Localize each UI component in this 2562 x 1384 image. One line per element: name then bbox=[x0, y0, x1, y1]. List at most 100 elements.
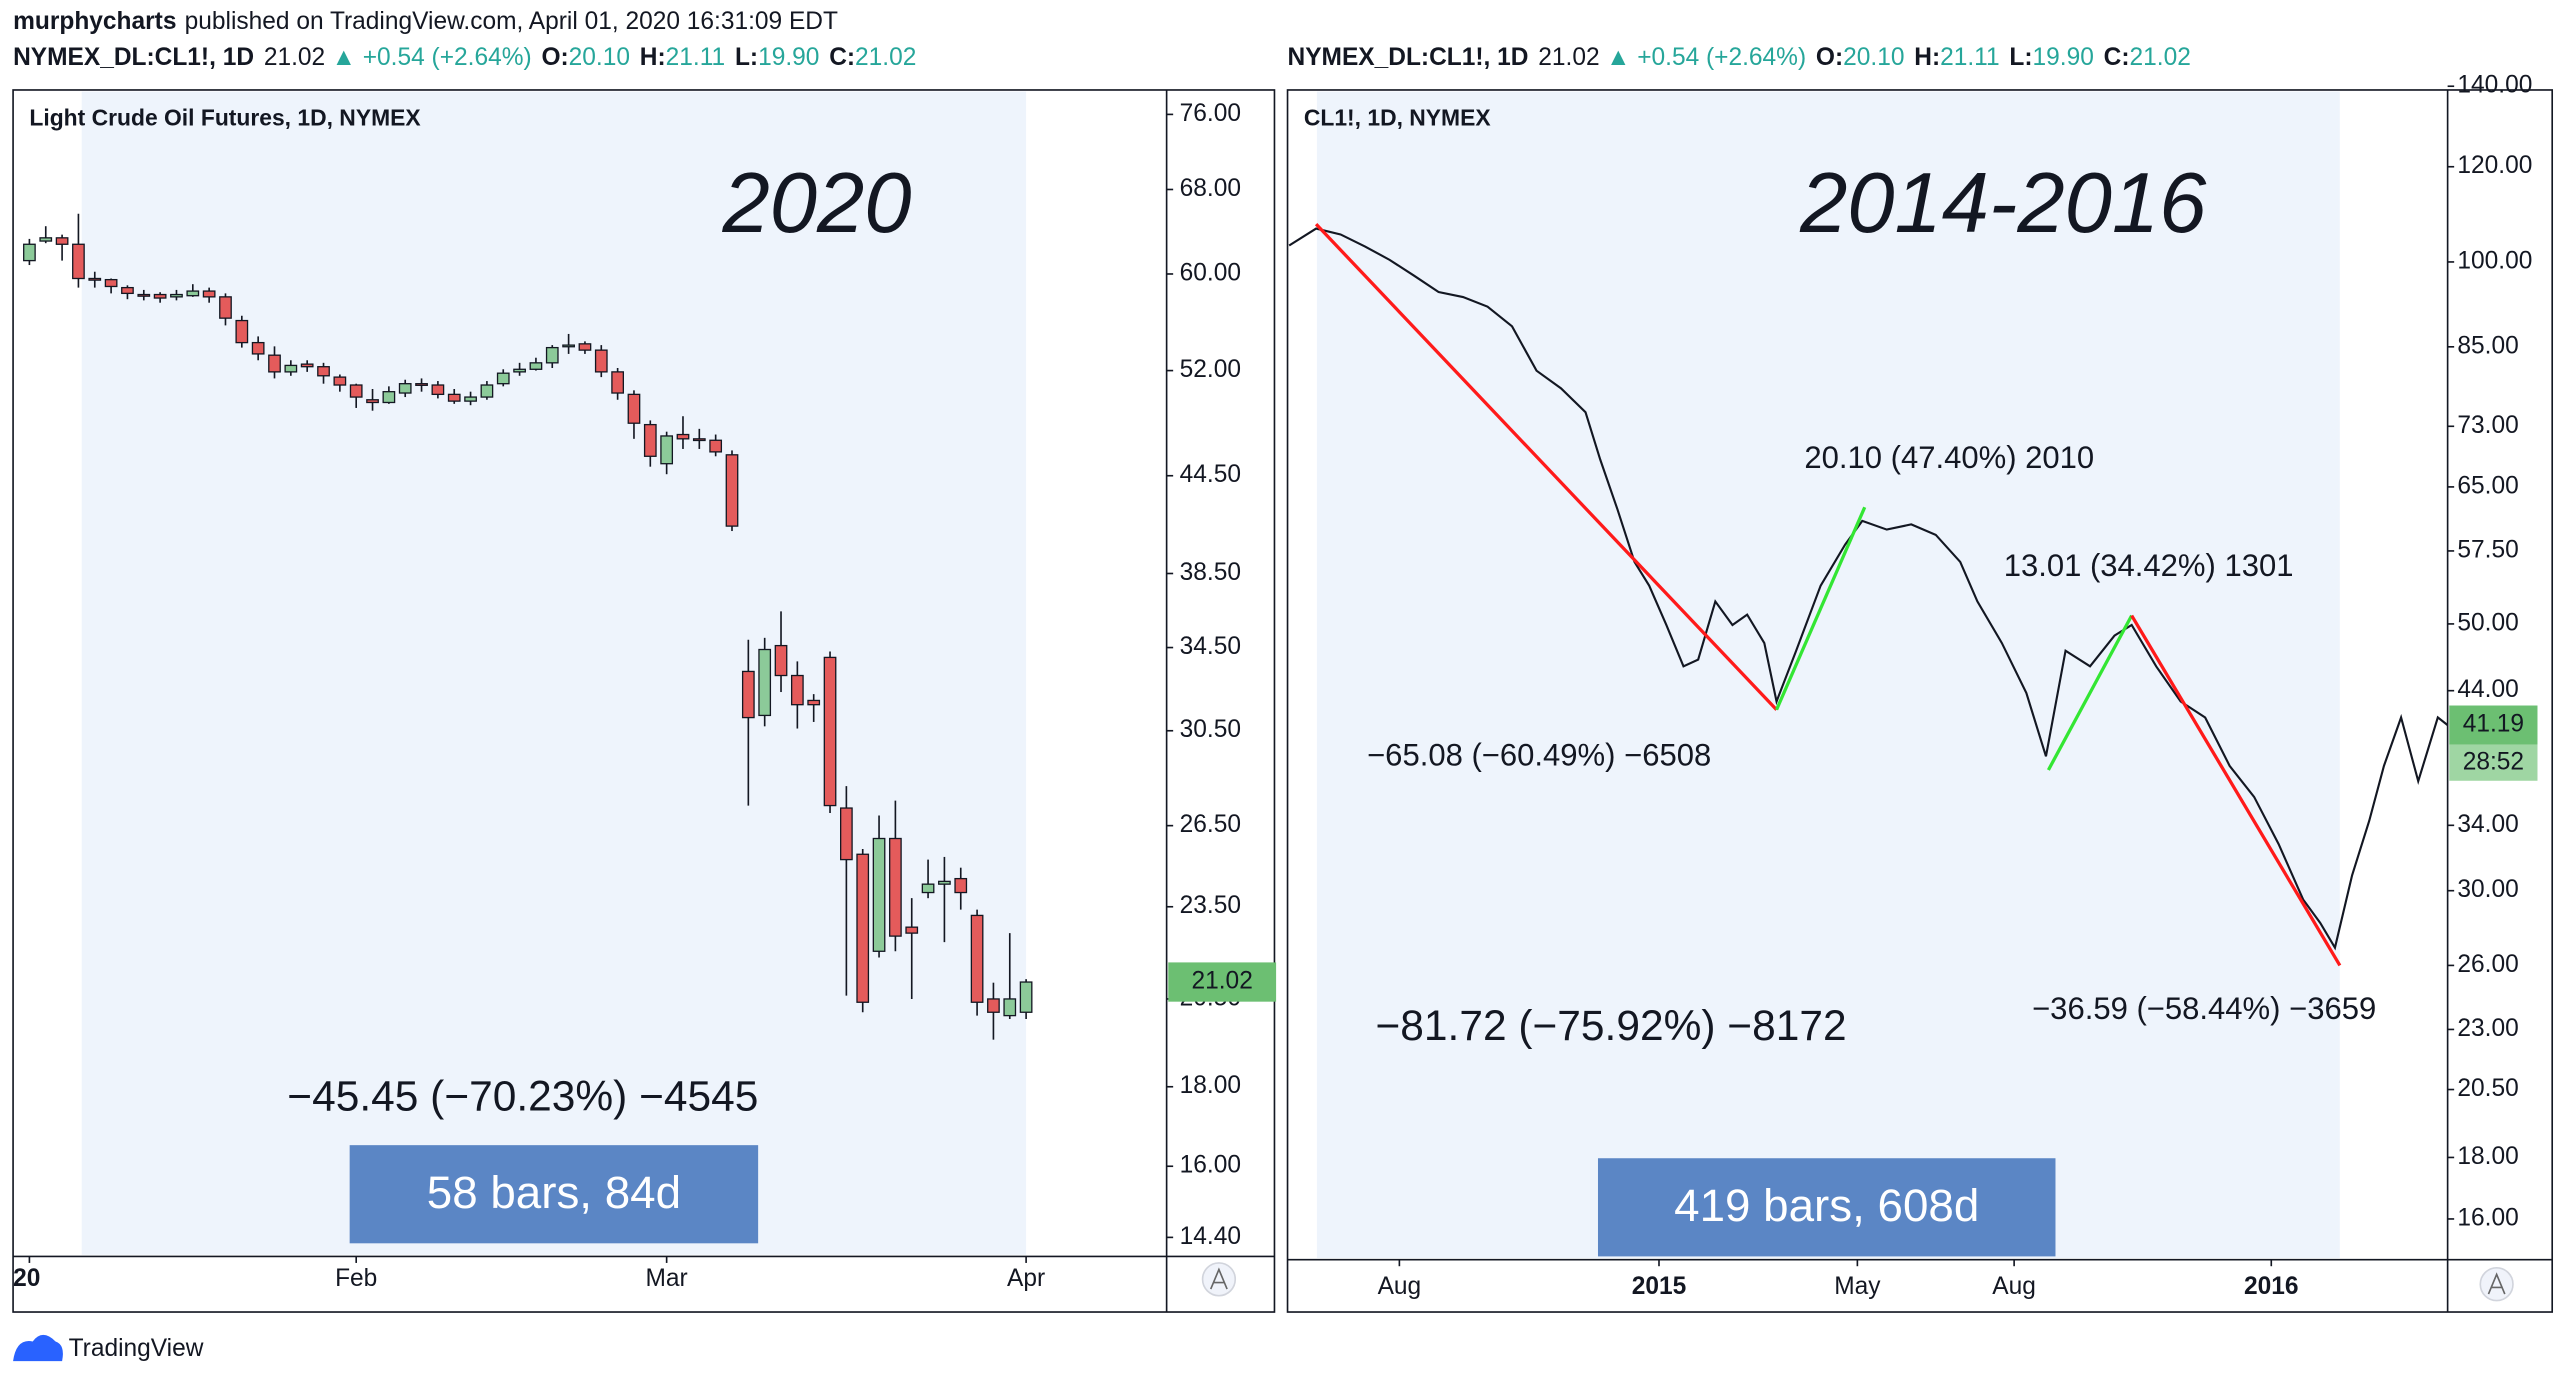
quote-label: C: bbox=[2104, 44, 2130, 71]
y-tick-label: 68.00 bbox=[1180, 175, 1241, 202]
quote-value: 21.11 bbox=[666, 44, 725, 71]
candle-body bbox=[496, 372, 510, 385]
x-tick-label: Feb bbox=[335, 1265, 377, 1292]
trend-label: −65.08 (−60.49%) −6508 bbox=[1367, 738, 1711, 773]
countdown-badge bbox=[2449, 744, 2538, 781]
quote-label: C: bbox=[829, 44, 855, 71]
x-tick-label: May bbox=[1834, 1273, 1881, 1300]
candle-body bbox=[725, 454, 739, 527]
y-tick-label: 44.00 bbox=[2457, 676, 2518, 703]
last-price: 21.02 bbox=[264, 44, 325, 71]
candle-body bbox=[121, 286, 134, 295]
candle-body bbox=[938, 880, 951, 885]
y-tick-label: 34.00 bbox=[2457, 811, 2518, 838]
candle-body bbox=[382, 391, 396, 404]
candle-body bbox=[1019, 981, 1033, 1013]
candle-body bbox=[823, 656, 837, 807]
y-tick-label: 60.00 bbox=[1180, 259, 1241, 286]
quote-label: O: bbox=[541, 44, 568, 71]
measure-bars: 419 bars, 608d bbox=[1674, 1180, 1979, 1231]
measure-bars: 58 bars, 84d bbox=[427, 1167, 681, 1218]
quote-value: 19.90 bbox=[758, 44, 819, 71]
auto-scale-icon bbox=[1209, 1267, 1228, 1290]
y-tick-label: 30.50 bbox=[1180, 716, 1241, 743]
candle-body bbox=[709, 439, 723, 453]
candle-body bbox=[758, 648, 772, 717]
range-shade bbox=[1316, 91, 2340, 1259]
candle-body bbox=[202, 290, 216, 298]
candle-body bbox=[790, 674, 804, 706]
candle-body bbox=[300, 363, 314, 368]
x-tick-label: 2015 bbox=[1632, 1273, 1687, 1300]
candle-body bbox=[268, 354, 281, 373]
candle-body bbox=[545, 346, 559, 364]
candle-body bbox=[447, 393, 461, 402]
trend-label: 13.01 (34.42%) 1301 bbox=[2004, 548, 2294, 583]
candle-body bbox=[317, 366, 330, 377]
candle-body bbox=[692, 438, 706, 442]
candle-body bbox=[970, 914, 984, 1003]
candle-body bbox=[219, 296, 232, 319]
auto-scale-icon bbox=[2487, 1272, 2506, 1295]
quote-value: 19.90 bbox=[2033, 44, 2094, 71]
candle-body bbox=[578, 343, 592, 351]
candle-body bbox=[905, 926, 919, 934]
quote-value: 20.10 bbox=[569, 44, 630, 71]
y-tick-label: 52.00 bbox=[1180, 356, 1241, 383]
candle-body bbox=[660, 435, 674, 465]
y-tick-label: 38.50 bbox=[1180, 559, 1241, 586]
range-shade bbox=[81, 91, 1027, 1255]
measure-change: −81.72 (−75.92%) −8172 bbox=[1375, 1003, 1846, 1050]
candle-body bbox=[921, 883, 935, 894]
y-tick-label: 16.00 bbox=[2457, 1204, 2518, 1231]
candle-body bbox=[284, 364, 298, 373]
x-tick-label: 2016 bbox=[2244, 1273, 2299, 1300]
y-tick-label: 76.00 bbox=[1180, 100, 1241, 127]
quote-label: H: bbox=[640, 44, 666, 71]
trend-line bbox=[1775, 506, 1867, 711]
y-tick-label: 65.00 bbox=[2457, 472, 2518, 499]
quote-line: NYMEX_DL:CL1!, 1D 21.02 ▲ +0.54 (+2.64%) O:… bbox=[1288, 44, 2191, 71]
x-tick-label: Apr bbox=[1007, 1265, 1045, 1292]
y-tick-label: 23.50 bbox=[1180, 892, 1241, 919]
last-price-badge bbox=[2449, 705, 2538, 745]
price-line bbox=[1288, 227, 2449, 951]
last-price: 21.02 bbox=[1538, 44, 1599, 71]
candle-body bbox=[23, 243, 36, 262]
candle-body bbox=[333, 376, 347, 386]
symbol: NYMEX_DL:CL1!, 1D bbox=[13, 44, 254, 71]
y-tick-label: 57.50 bbox=[2457, 536, 2518, 563]
quote-label: L: bbox=[735, 44, 758, 71]
candle-body bbox=[88, 277, 102, 281]
candle-body bbox=[72, 243, 85, 280]
symbol: NYMEX_DL:CL1!, 1D bbox=[1288, 44, 1529, 71]
y-tick-label: 16.00 bbox=[1180, 1152, 1241, 1179]
candle-body bbox=[480, 384, 494, 398]
candle-body bbox=[39, 237, 53, 242]
candle-body bbox=[186, 290, 200, 297]
author: murphycharts bbox=[13, 8, 176, 35]
candle-body bbox=[741, 670, 755, 719]
change: ▲ +0.54 (+2.64%) bbox=[332, 44, 532, 71]
candle-body bbox=[104, 278, 118, 288]
candle-body bbox=[1003, 998, 1017, 1017]
quote-value: 21.11 bbox=[1940, 44, 1999, 71]
candle-body bbox=[137, 293, 151, 297]
brand-name: TradingView bbox=[69, 1335, 204, 1362]
last-price-label: 41.19 bbox=[2463, 711, 2524, 738]
y-tick-label: 18.00 bbox=[2457, 1143, 2518, 1170]
candle-body bbox=[464, 396, 477, 402]
trend-line bbox=[2130, 614, 2342, 967]
header-line: murphycharts published on TradingView.com… bbox=[13, 8, 838, 35]
y-tick-label: 44.50 bbox=[1180, 461, 1241, 488]
published: published on TradingView.com, April 01, … bbox=[185, 8, 838, 35]
y-tick-label: 34.50 bbox=[1180, 633, 1241, 660]
candle-body bbox=[627, 393, 641, 424]
candle-body bbox=[676, 433, 690, 440]
candle-body bbox=[872, 837, 886, 952]
candle-body bbox=[349, 384, 363, 398]
candle-body bbox=[170, 293, 183, 298]
x-tick-label: Mar bbox=[646, 1265, 688, 1292]
x-tick-label: 20 bbox=[13, 1265, 40, 1292]
